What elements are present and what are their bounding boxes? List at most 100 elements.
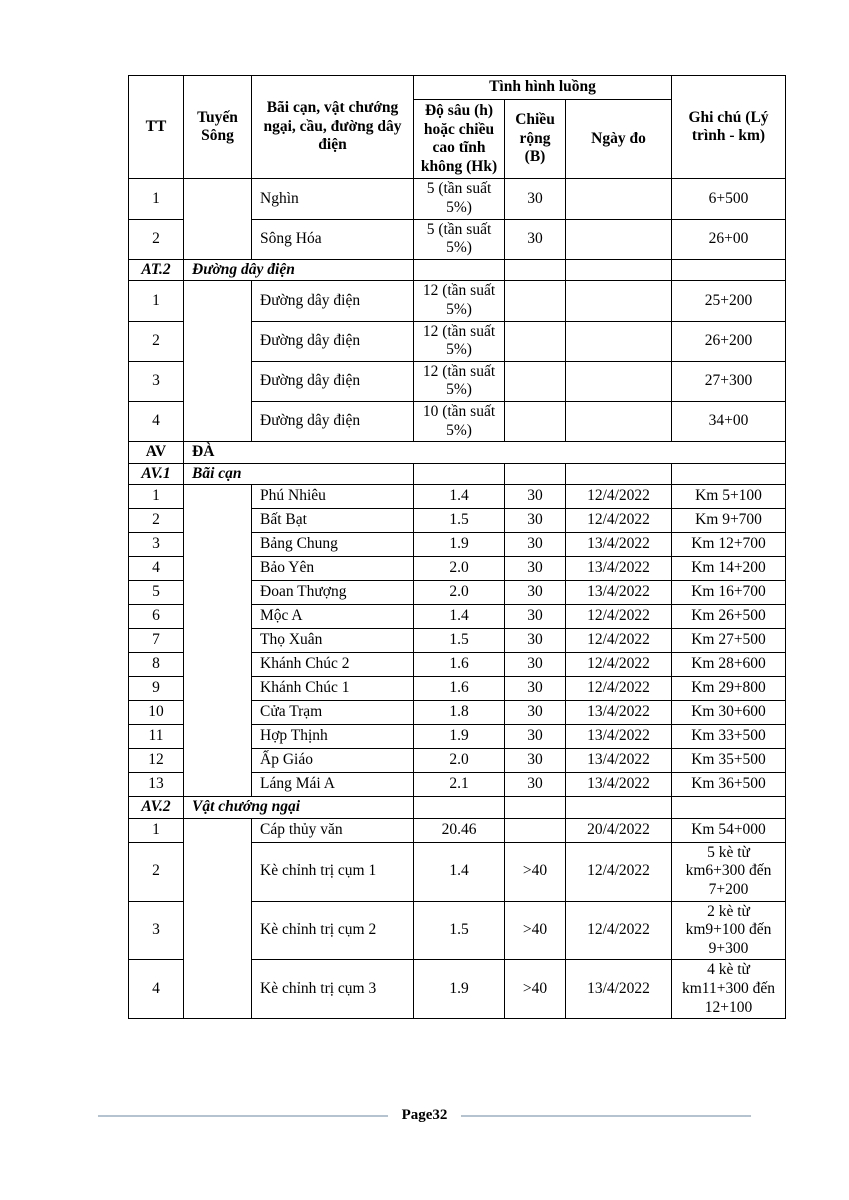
date-cell: 12/4/2022 xyxy=(565,676,672,702)
date-cell xyxy=(565,360,672,402)
date-cell: 13/4/2022 xyxy=(565,748,672,774)
section-label-cell: Vật chướng ngại xyxy=(183,796,414,819)
date-cell xyxy=(565,400,672,443)
name-cell: Bảng Chung xyxy=(251,532,414,558)
note-cell: Km 36+500 xyxy=(671,772,786,798)
section-label-cell: Đường dây điện xyxy=(183,258,414,282)
empty-cell xyxy=(504,258,566,282)
header-tuyen-song: Tuyến Sông xyxy=(183,74,252,180)
name-cell: Kè chỉnh trị cụm 2 xyxy=(251,900,414,961)
table-row: 3 Kè chỉnh trị cụm 2 1.5 >40 12/4/2022 2 kè t… xyxy=(128,900,786,961)
date-cell: 20/4/2022 xyxy=(565,817,672,843)
name-cell: Cáp thủy văn xyxy=(251,817,414,843)
note-cell: Km 26+500 xyxy=(671,604,786,630)
width-cell: 30 xyxy=(504,652,566,678)
note-cell: 34+00 xyxy=(671,400,786,443)
width-cell xyxy=(504,360,566,402)
section-row: AV.1 Bãi cạn xyxy=(128,462,786,486)
width-cell: 30 xyxy=(504,604,566,630)
row-number-cell: 4 xyxy=(128,959,184,1020)
depth-cell: 20.46 xyxy=(413,817,505,843)
date-cell: 13/4/2022 xyxy=(565,700,672,726)
page-number: Page32 xyxy=(401,1107,448,1123)
date-cell: 12/4/2022 xyxy=(565,484,672,510)
note-cell: Km 30+600 xyxy=(671,700,786,726)
date-cell: 13/4/2022 xyxy=(565,959,672,1020)
section-code-cell: AT.2 xyxy=(128,258,184,282)
header-ghi-chu: Ghi chú (Lý trình - km) xyxy=(671,74,786,180)
name-cell: Mộc A xyxy=(251,604,414,630)
note-cell: 5 kè từ km6+300 đến 7+200 xyxy=(671,841,786,902)
date-cell xyxy=(565,280,672,322)
header-ngay-do: Ngày đo xyxy=(565,98,672,180)
name-cell: Khánh Chúc 2 xyxy=(251,652,414,678)
table-row: 1 Phú Nhiêu 1.4 30 12/4/2022 Km 5+100 xyxy=(128,484,786,798)
row-number-cell: 11 xyxy=(128,724,184,750)
width-cell: 30 xyxy=(504,748,566,774)
survey-table: TT Tuyến Sông Bãi cạn, vật chướng ngại, … xyxy=(128,74,786,1020)
width-cell: 30 xyxy=(504,178,566,220)
table-row: 11 Hợp Thịnh 1.9 30 13/4/2022 Km 33+500 xyxy=(128,724,786,750)
row-number-cell: 2 xyxy=(128,841,184,902)
header-bai-can: Bãi cạn, vật chướng ngại, cầu, đường dây… xyxy=(251,74,414,180)
table-row: 1 Cáp thủy văn 20.46 20/4/2022 Km 54+000 xyxy=(128,817,786,1020)
header-do-sau: Độ sâu (h) hoặc chiều cao tĩnh không (Hk… xyxy=(413,98,505,180)
note-cell: Km 14+200 xyxy=(671,556,786,582)
note-cell: 25+200 xyxy=(671,280,786,322)
table-row: 12 Ấp Giáo 2.0 30 13/4/2022 Km 35+500 xyxy=(128,748,786,774)
table-row: 1 Nghìn 5 (tần suất 5%) 30 6+500 xyxy=(128,178,786,260)
width-cell: 30 xyxy=(504,508,566,534)
section-code-cell: AV xyxy=(128,441,184,464)
table-header: TT Tuyến Sông Bãi cạn, vật chướng ngại, … xyxy=(128,74,786,180)
depth-cell: 1.9 xyxy=(413,724,505,750)
footer-divider-right xyxy=(461,1114,752,1117)
depth-cell: 12 (tần suất 5%) xyxy=(413,280,505,322)
table-row: 8 Khánh Chúc 2 1.6 30 12/4/2022 Km 28+600 xyxy=(128,652,786,678)
empty-cell xyxy=(671,462,786,486)
name-cell: Đường dây điện xyxy=(251,400,414,443)
river-cell xyxy=(183,817,252,1020)
width-cell: 30 xyxy=(504,772,566,798)
name-cell: Thọ Xuân xyxy=(251,628,414,654)
depth-cell: 1.4 xyxy=(413,484,505,510)
width-cell: 30 xyxy=(504,580,566,606)
note-cell: Km 54+000 xyxy=(671,817,786,843)
section-label-cell: Bãi cạn xyxy=(183,462,414,486)
date-cell: 12/4/2022 xyxy=(565,841,672,902)
note-cell: 26+200 xyxy=(671,320,786,362)
page-footer: Page32 xyxy=(0,1107,849,1124)
note-cell: 27+300 xyxy=(671,360,786,402)
row-number-cell: 1 xyxy=(128,817,184,843)
row-number-cell: 4 xyxy=(128,556,184,582)
note-cell: 6+500 xyxy=(671,178,786,220)
width-cell: >40 xyxy=(504,959,566,1020)
depth-cell: 1.6 xyxy=(413,652,505,678)
note-cell: Km 33+500 xyxy=(671,724,786,750)
name-cell: Kè chỉnh trị cụm 3 xyxy=(251,959,414,1020)
empty-cell xyxy=(565,258,672,282)
depth-cell: 2.0 xyxy=(413,748,505,774)
table-row: 1 Đường dây điện 12 (tần suất 5%) 25+200 xyxy=(128,280,786,443)
row-number-cell: 2 xyxy=(128,508,184,534)
empty-cell xyxy=(671,796,786,819)
row-number-cell: 1 xyxy=(128,280,184,322)
table-row: 4 Bảo Yên 2.0 30 13/4/2022 Km 14+200 xyxy=(128,556,786,582)
river-cell xyxy=(183,178,252,260)
name-cell: Đường dây điện xyxy=(251,320,414,362)
note-cell: 26+00 xyxy=(671,218,786,260)
date-cell: 13/4/2022 xyxy=(565,532,672,558)
name-cell: Đoan Thượng xyxy=(251,580,414,606)
section-row: AV.2 Vật chướng ngại xyxy=(128,796,786,819)
river-cell xyxy=(183,484,252,798)
name-cell: Ấp Giáo xyxy=(251,748,414,774)
width-cell: 30 xyxy=(504,532,566,558)
depth-cell: 2.0 xyxy=(413,556,505,582)
header-tinh-hinh-luong: Tình hình luồng xyxy=(413,75,672,100)
empty-cell xyxy=(565,796,672,819)
footer-divider-left xyxy=(97,1114,388,1117)
width-cell: 30 xyxy=(504,724,566,750)
row-number-cell: 10 xyxy=(128,700,184,726)
width-cell: >40 xyxy=(504,841,566,902)
date-cell: 12/4/2022 xyxy=(565,628,672,654)
